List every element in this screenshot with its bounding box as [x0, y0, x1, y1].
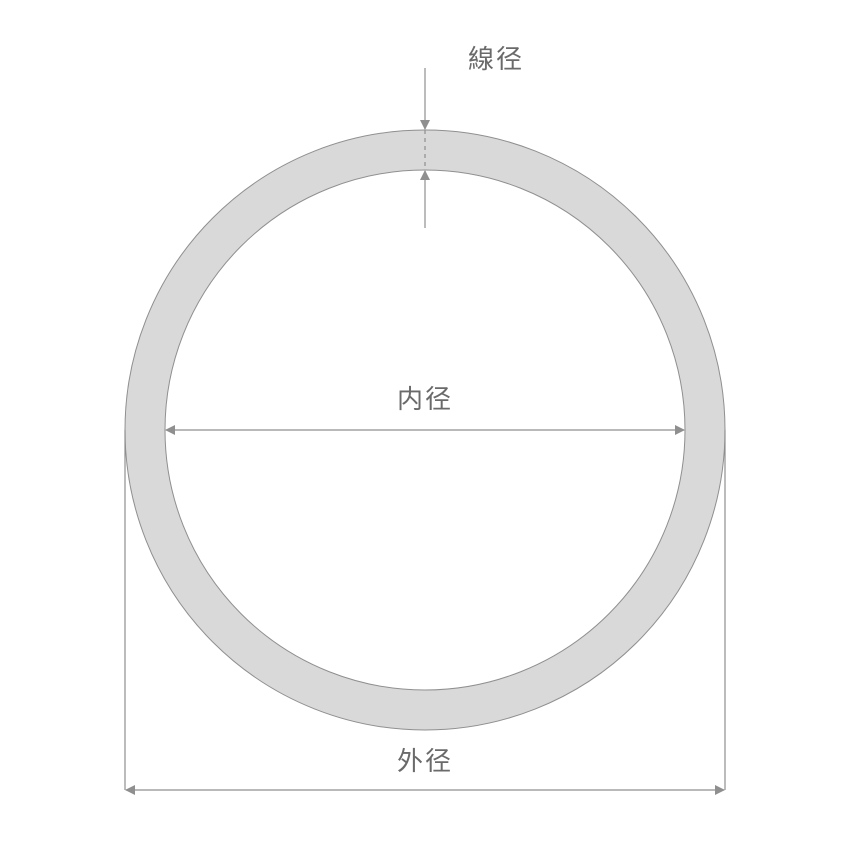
outer-diameter-label: 外径	[397, 746, 453, 776]
ring-diagram: 線径内径外径	[0, 0, 850, 850]
inner-diameter-label: 内径	[397, 384, 453, 414]
wire-diameter-label: 線径	[468, 44, 524, 74]
